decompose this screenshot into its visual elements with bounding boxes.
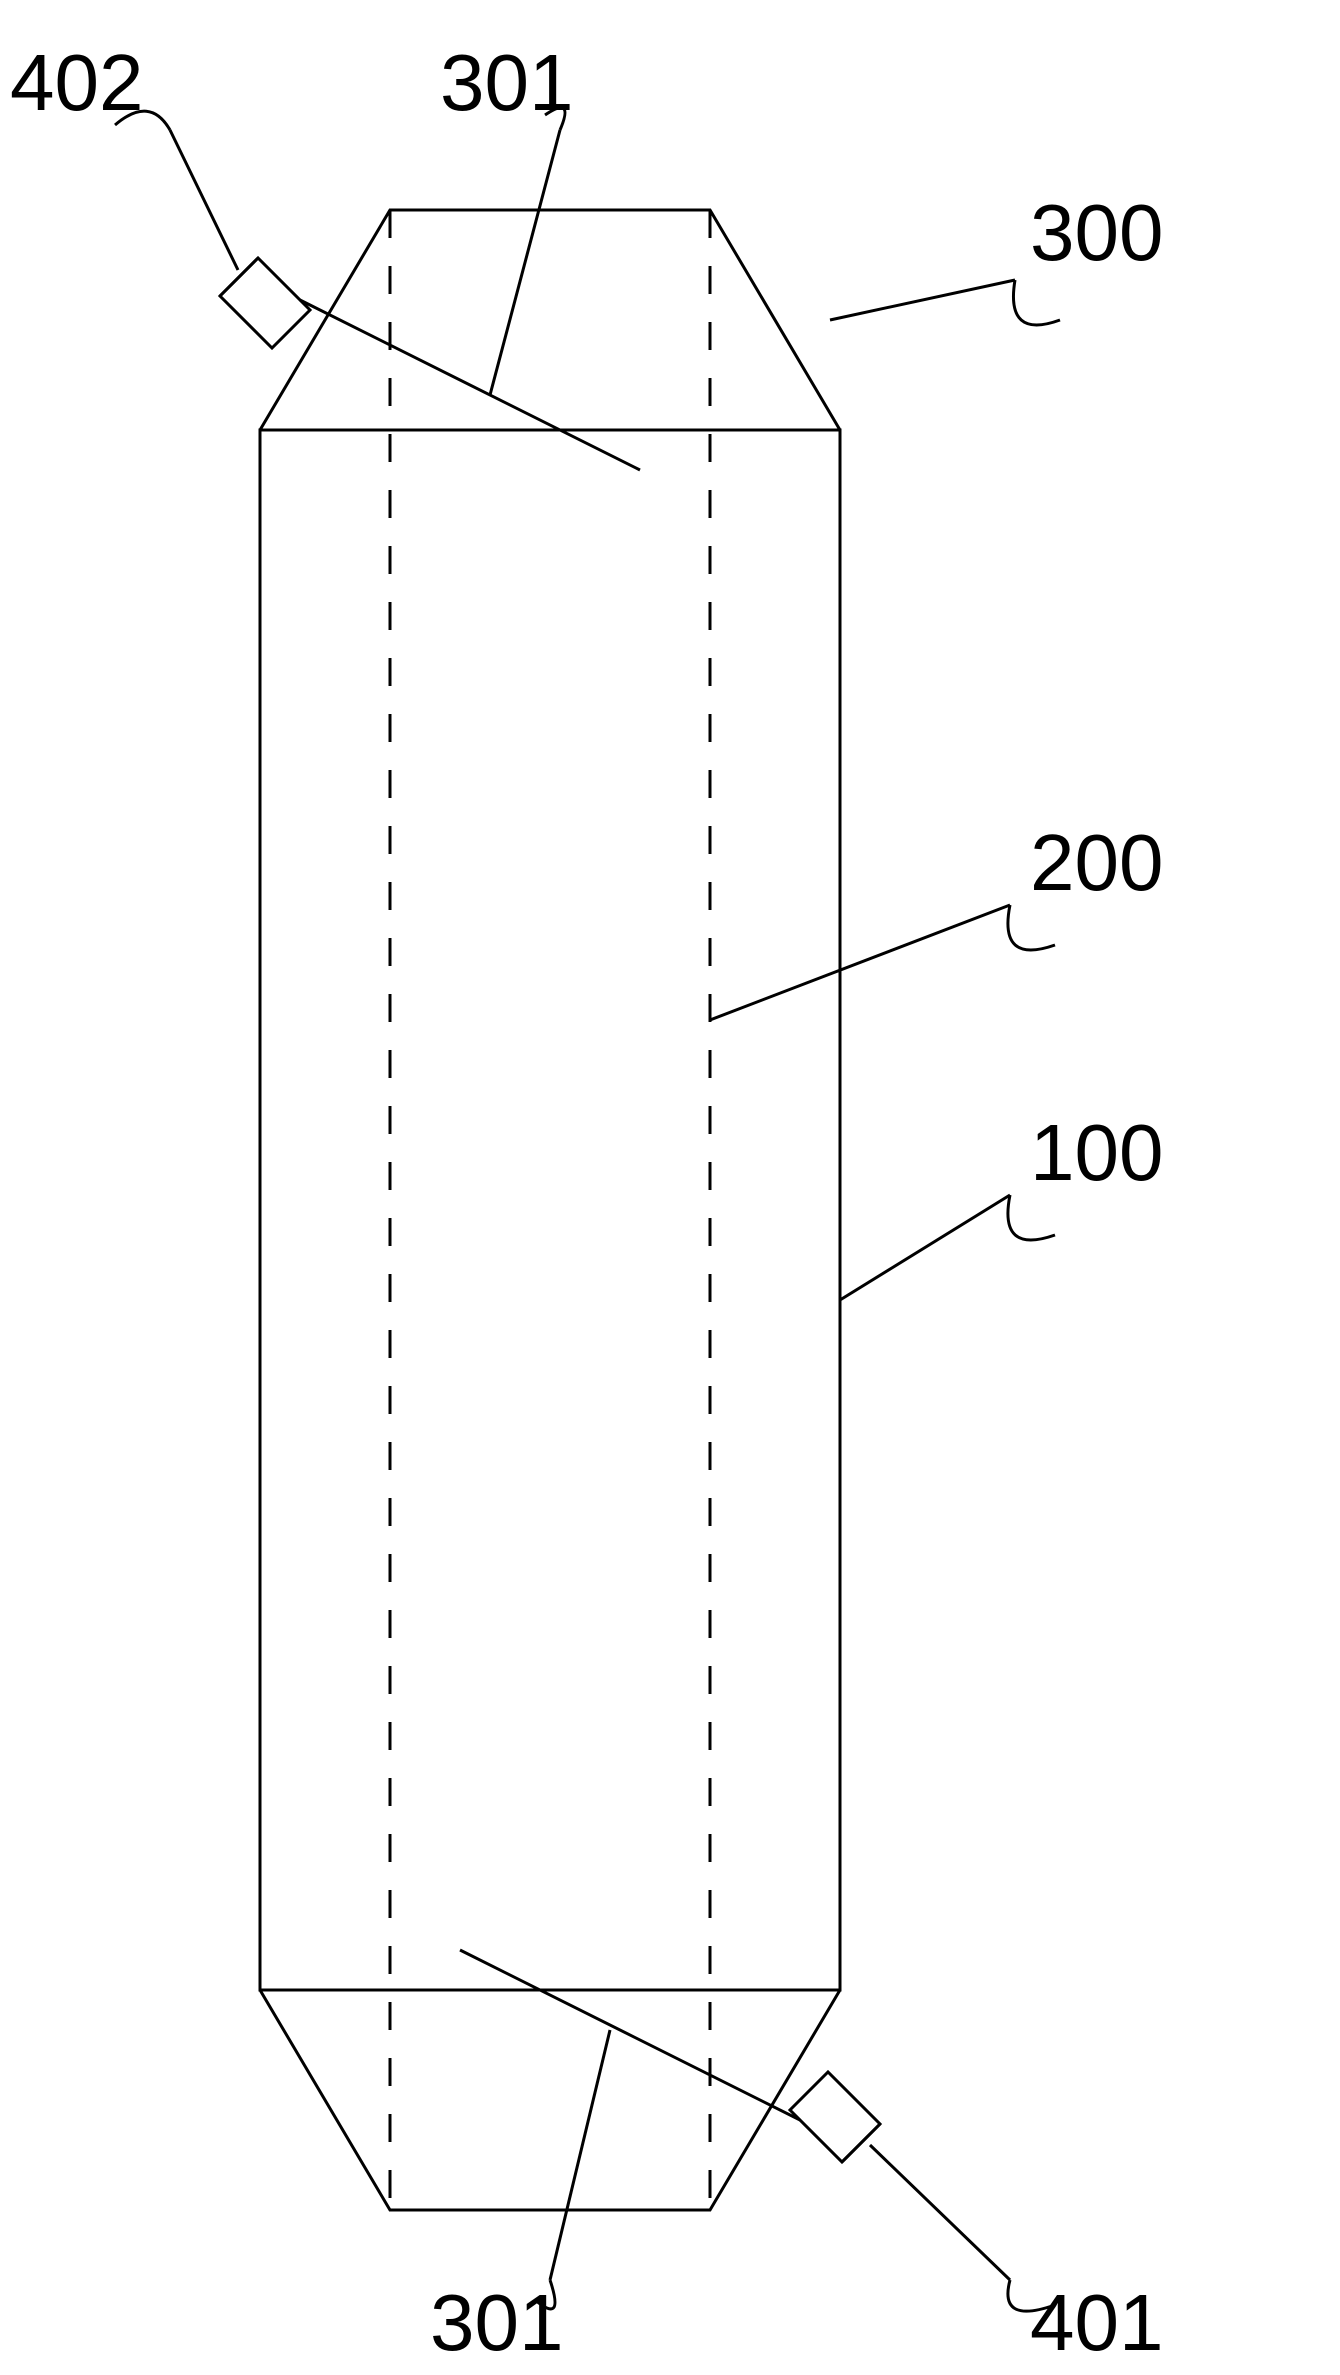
label-300-l300: 300 xyxy=(1030,188,1163,277)
label-301-l301b: 301 xyxy=(430,2278,563,2367)
label-301-l301a: 301 xyxy=(440,38,573,127)
label-401-l401: 401 xyxy=(1030,2278,1163,2367)
label-402-l402: 402 xyxy=(10,38,143,127)
label-100-l100: 100 xyxy=(1030,1108,1163,1197)
label-200-l200: 200 xyxy=(1030,818,1163,907)
